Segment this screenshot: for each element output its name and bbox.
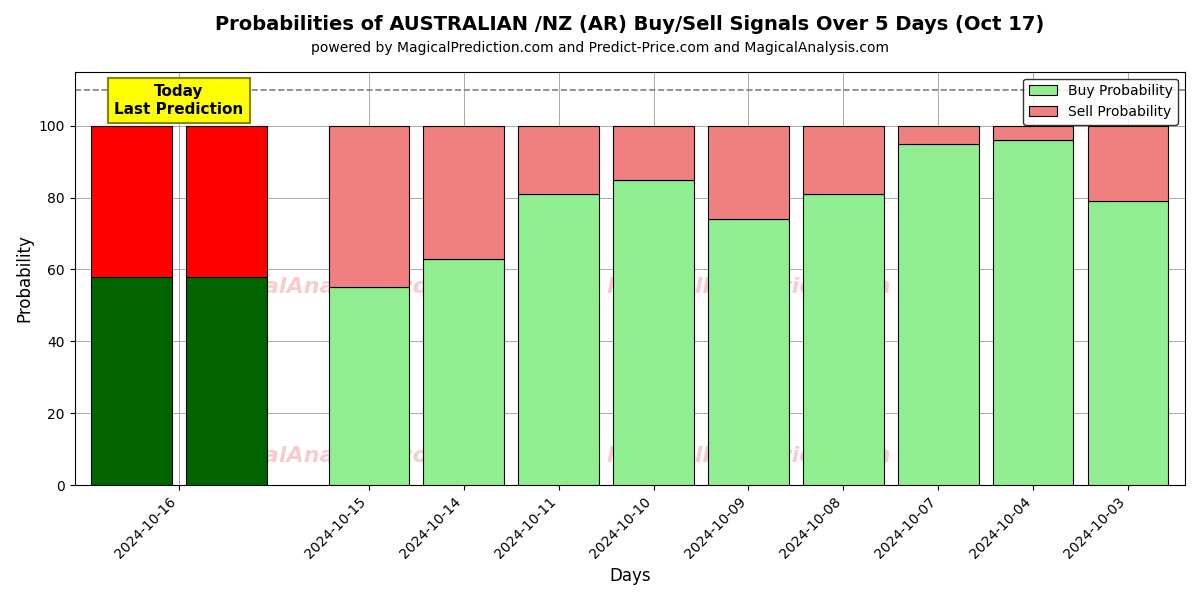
Bar — [1087, 201, 1169, 485]
Bar — [708, 125, 788, 219]
Bar — [613, 125, 694, 179]
Y-axis label: Probability: Probability — [16, 235, 34, 322]
Text: powered by MagicalPrediction.com and Predict-Price.com and MagicalAnalysis.com: powered by MagicalPrediction.com and Pre… — [311, 41, 889, 55]
Bar — [992, 140, 1074, 485]
Bar — [803, 125, 883, 194]
Text: MagicalPrediction.com: MagicalPrediction.com — [606, 277, 890, 298]
Bar — [186, 125, 266, 277]
Bar — [518, 125, 599, 194]
Title: Probabilities of AUSTRALIAN /NZ (AR) Buy/Sell Signals Over 5 Days (Oct 17): Probabilities of AUSTRALIAN /NZ (AR) Buy… — [215, 15, 1044, 34]
Text: MagicalAnalysis.com: MagicalAnalysis.com — [191, 446, 452, 466]
Bar — [424, 259, 504, 485]
Bar — [329, 125, 409, 287]
Bar — [186, 277, 266, 485]
Bar — [518, 194, 599, 485]
Text: Today
Last Prediction: Today Last Prediction — [114, 84, 244, 116]
Bar — [898, 143, 978, 485]
Bar — [424, 125, 504, 259]
Bar — [91, 277, 172, 485]
Bar — [898, 125, 978, 143]
Text: MagicalPrediction.com: MagicalPrediction.com — [606, 446, 890, 466]
Bar — [329, 287, 409, 485]
Text: MagicalAnalysis.com: MagicalAnalysis.com — [191, 277, 452, 298]
Bar — [613, 179, 694, 485]
Bar — [1087, 125, 1169, 201]
Bar — [803, 194, 883, 485]
X-axis label: Days: Days — [610, 567, 650, 585]
Bar — [708, 219, 788, 485]
Legend: Buy Probability, Sell Probability: Buy Probability, Sell Probability — [1024, 79, 1178, 125]
Bar — [992, 125, 1074, 140]
Bar — [91, 125, 172, 277]
